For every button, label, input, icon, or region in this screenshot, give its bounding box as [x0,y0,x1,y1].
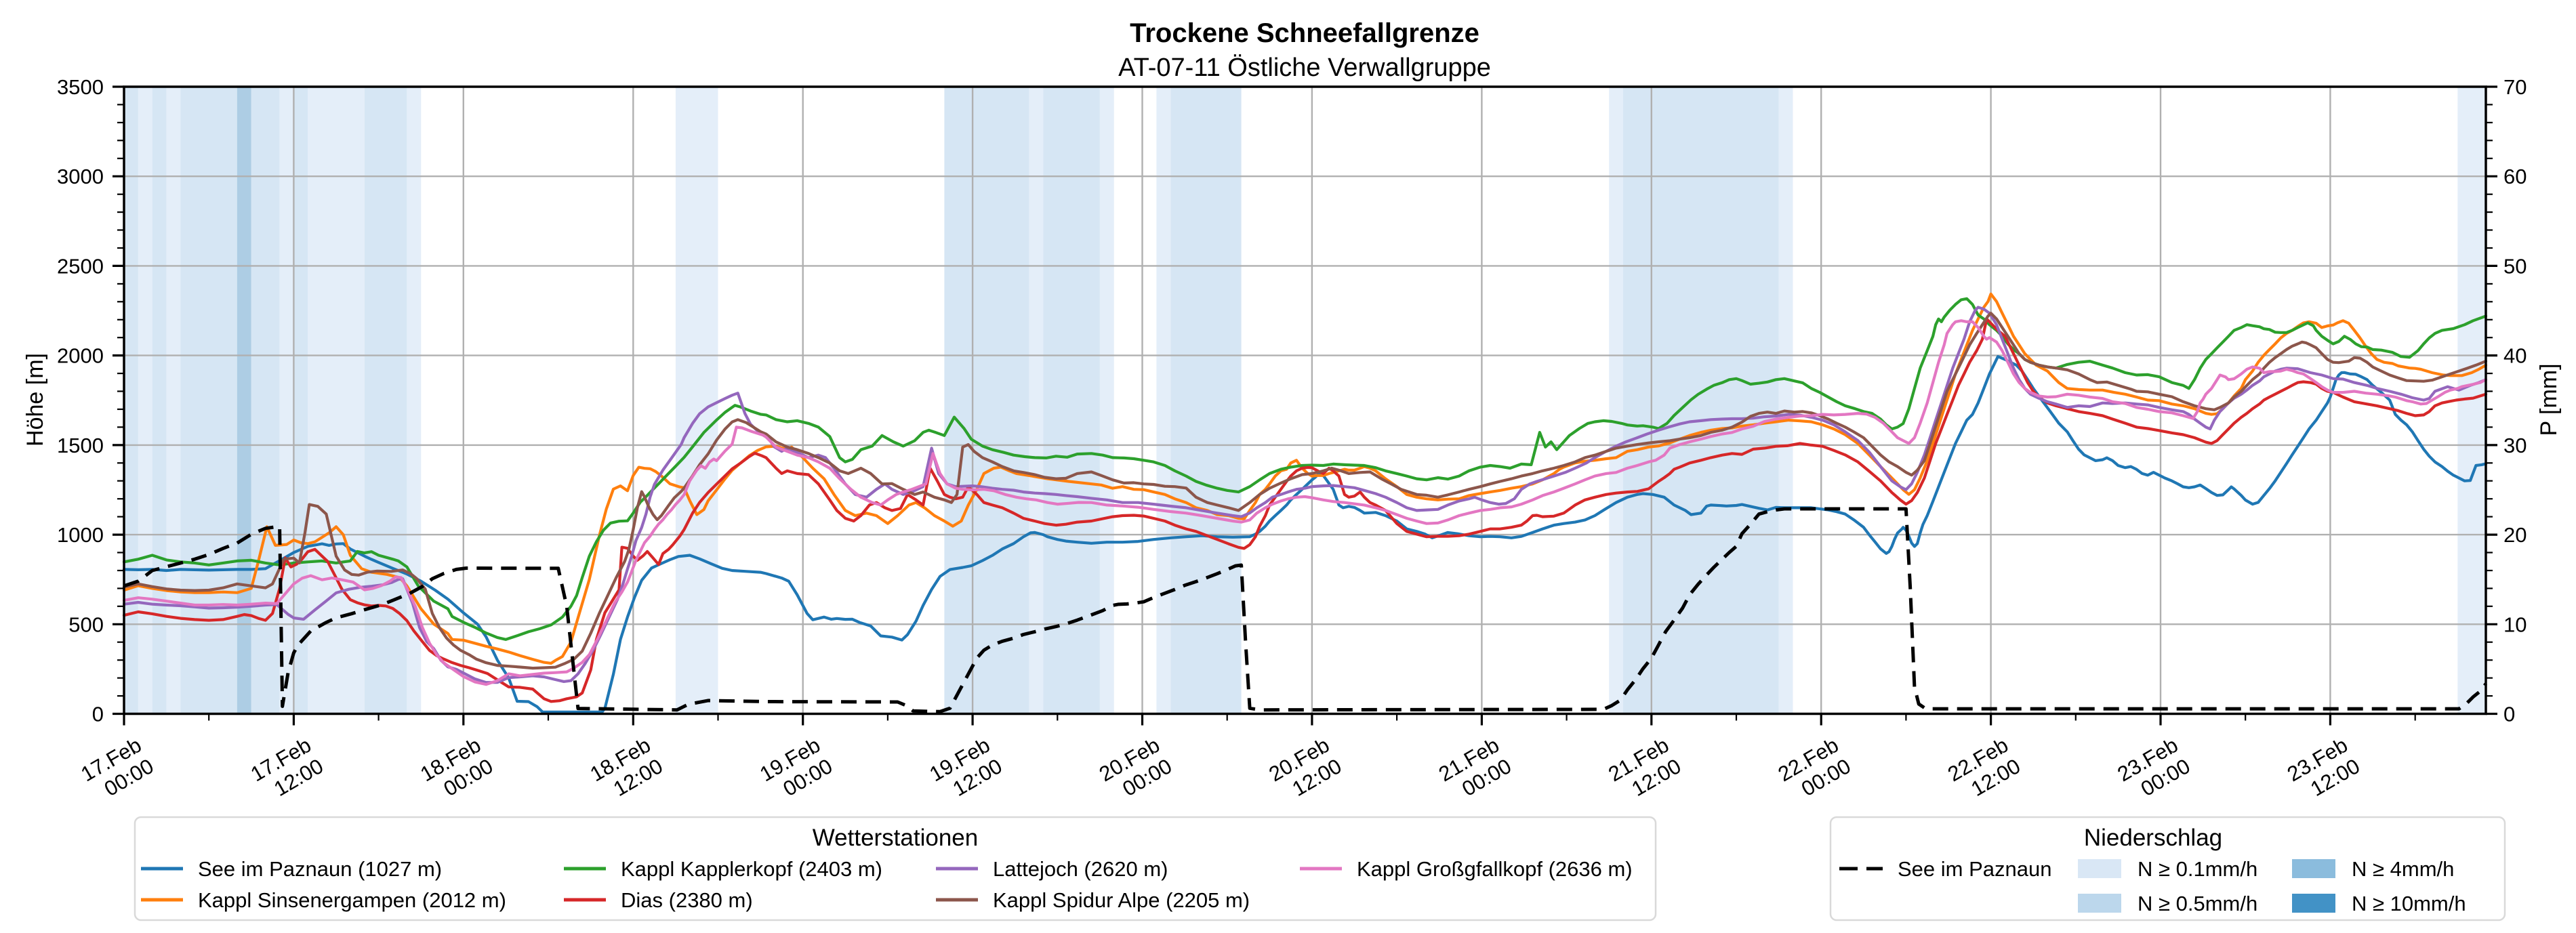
svg-text:See im Paznaun: See im Paznaun [1898,857,2051,881]
svg-text:N ≥ 4mm/h: N ≥ 4mm/h [2352,857,2454,881]
svg-text:Dias (2380 m): Dias (2380 m) [621,888,753,912]
svg-text:AT-07-11 Östliche Verwallgrupp: AT-07-11 Östliche Verwallgruppe [1118,54,1491,82]
svg-text:0: 0 [2503,703,2515,726]
svg-text:3500: 3500 [57,75,104,99]
svg-text:50: 50 [2503,254,2527,278]
svg-text:1000: 1000 [57,523,104,547]
svg-text:20: 20 [2503,523,2527,547]
svg-text:Niederschlag: Niederschlag [2084,825,2222,851]
svg-text:Kappl Spidur Alpe (2205 m): Kappl Spidur Alpe (2205 m) [993,888,1250,912]
svg-text:N ≥ 0.1mm/h: N ≥ 0.1mm/h [2138,857,2257,881]
svg-text:Trockene Schneefallgrenze: Trockene Schneefallgrenze [1130,18,1479,48]
svg-text:40: 40 [2503,344,2527,368]
svg-text:1500: 1500 [57,434,104,457]
svg-text:N ≥ 0.5mm/h: N ≥ 0.5mm/h [2138,892,2257,915]
svg-text:2500: 2500 [57,254,104,278]
svg-text:70: 70 [2503,75,2527,99]
svg-text:500: 500 [68,613,104,636]
svg-text:Wetterstationen: Wetterstationen [813,825,979,851]
svg-text:P [mm]: P [mm] [2536,363,2562,436]
svg-text:Kappl Großgfallkopf (2636 m): Kappl Großgfallkopf (2636 m) [1357,857,1633,881]
svg-text:60: 60 [2503,165,2527,188]
svg-text:Höhe [m]: Höhe [m] [22,353,48,447]
svg-text:See im Paznaun (1027 m): See im Paznaun (1027 m) [198,857,442,881]
svg-text:3000: 3000 [57,165,104,188]
svg-text:Kappl Kapplerkopf (2403 m): Kappl Kapplerkopf (2403 m) [621,857,882,881]
svg-text:30: 30 [2503,434,2527,457]
svg-text:2000: 2000 [57,344,104,368]
svg-text:10: 10 [2503,613,2527,636]
svg-text:N ≥ 10mm/h: N ≥ 10mm/h [2352,892,2466,915]
svg-text:0: 0 [92,703,104,726]
svg-text:Kappl Sinsenergampen (2012 m): Kappl Sinsenergampen (2012 m) [198,888,506,912]
svg-text:Lattejoch (2620 m): Lattejoch (2620 m) [993,857,1168,881]
